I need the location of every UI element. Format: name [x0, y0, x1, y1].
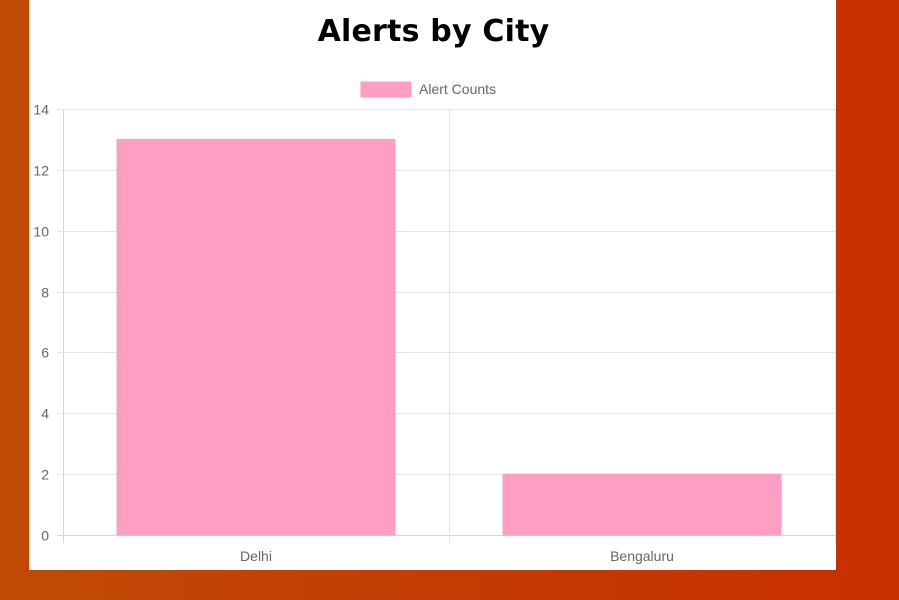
x-tick-label: Delhi: [240, 548, 272, 564]
y-tick-label: 2: [41, 467, 49, 483]
chart-title: Alerts by City: [317, 14, 550, 49]
legend-label[interactable]: Alert Counts: [419, 81, 496, 97]
y-tick-label: 14: [33, 102, 49, 118]
y-tick-label: 6: [41, 345, 49, 361]
bar-delhi[interactable]: [116, 138, 396, 536]
y-tick-label: 4: [41, 406, 49, 422]
y-tick-label: 0: [41, 528, 49, 544]
axes: 0 2 4 6 8 10 12 14 Delhi Bengaluru: [33, 102, 673, 565]
y-tick-label: 10: [33, 224, 49, 240]
bar-bengaluru[interactable]: [502, 473, 782, 536]
x-tick-label: Bengaluru: [610, 548, 674, 564]
y-tick-label: 12: [33, 163, 49, 179]
bars: [116, 138, 782, 536]
legend-swatch[interactable]: [360, 81, 412, 98]
y-tick-label: 8: [41, 285, 49, 301]
legend[interactable]: Alert Counts: [360, 81, 496, 98]
